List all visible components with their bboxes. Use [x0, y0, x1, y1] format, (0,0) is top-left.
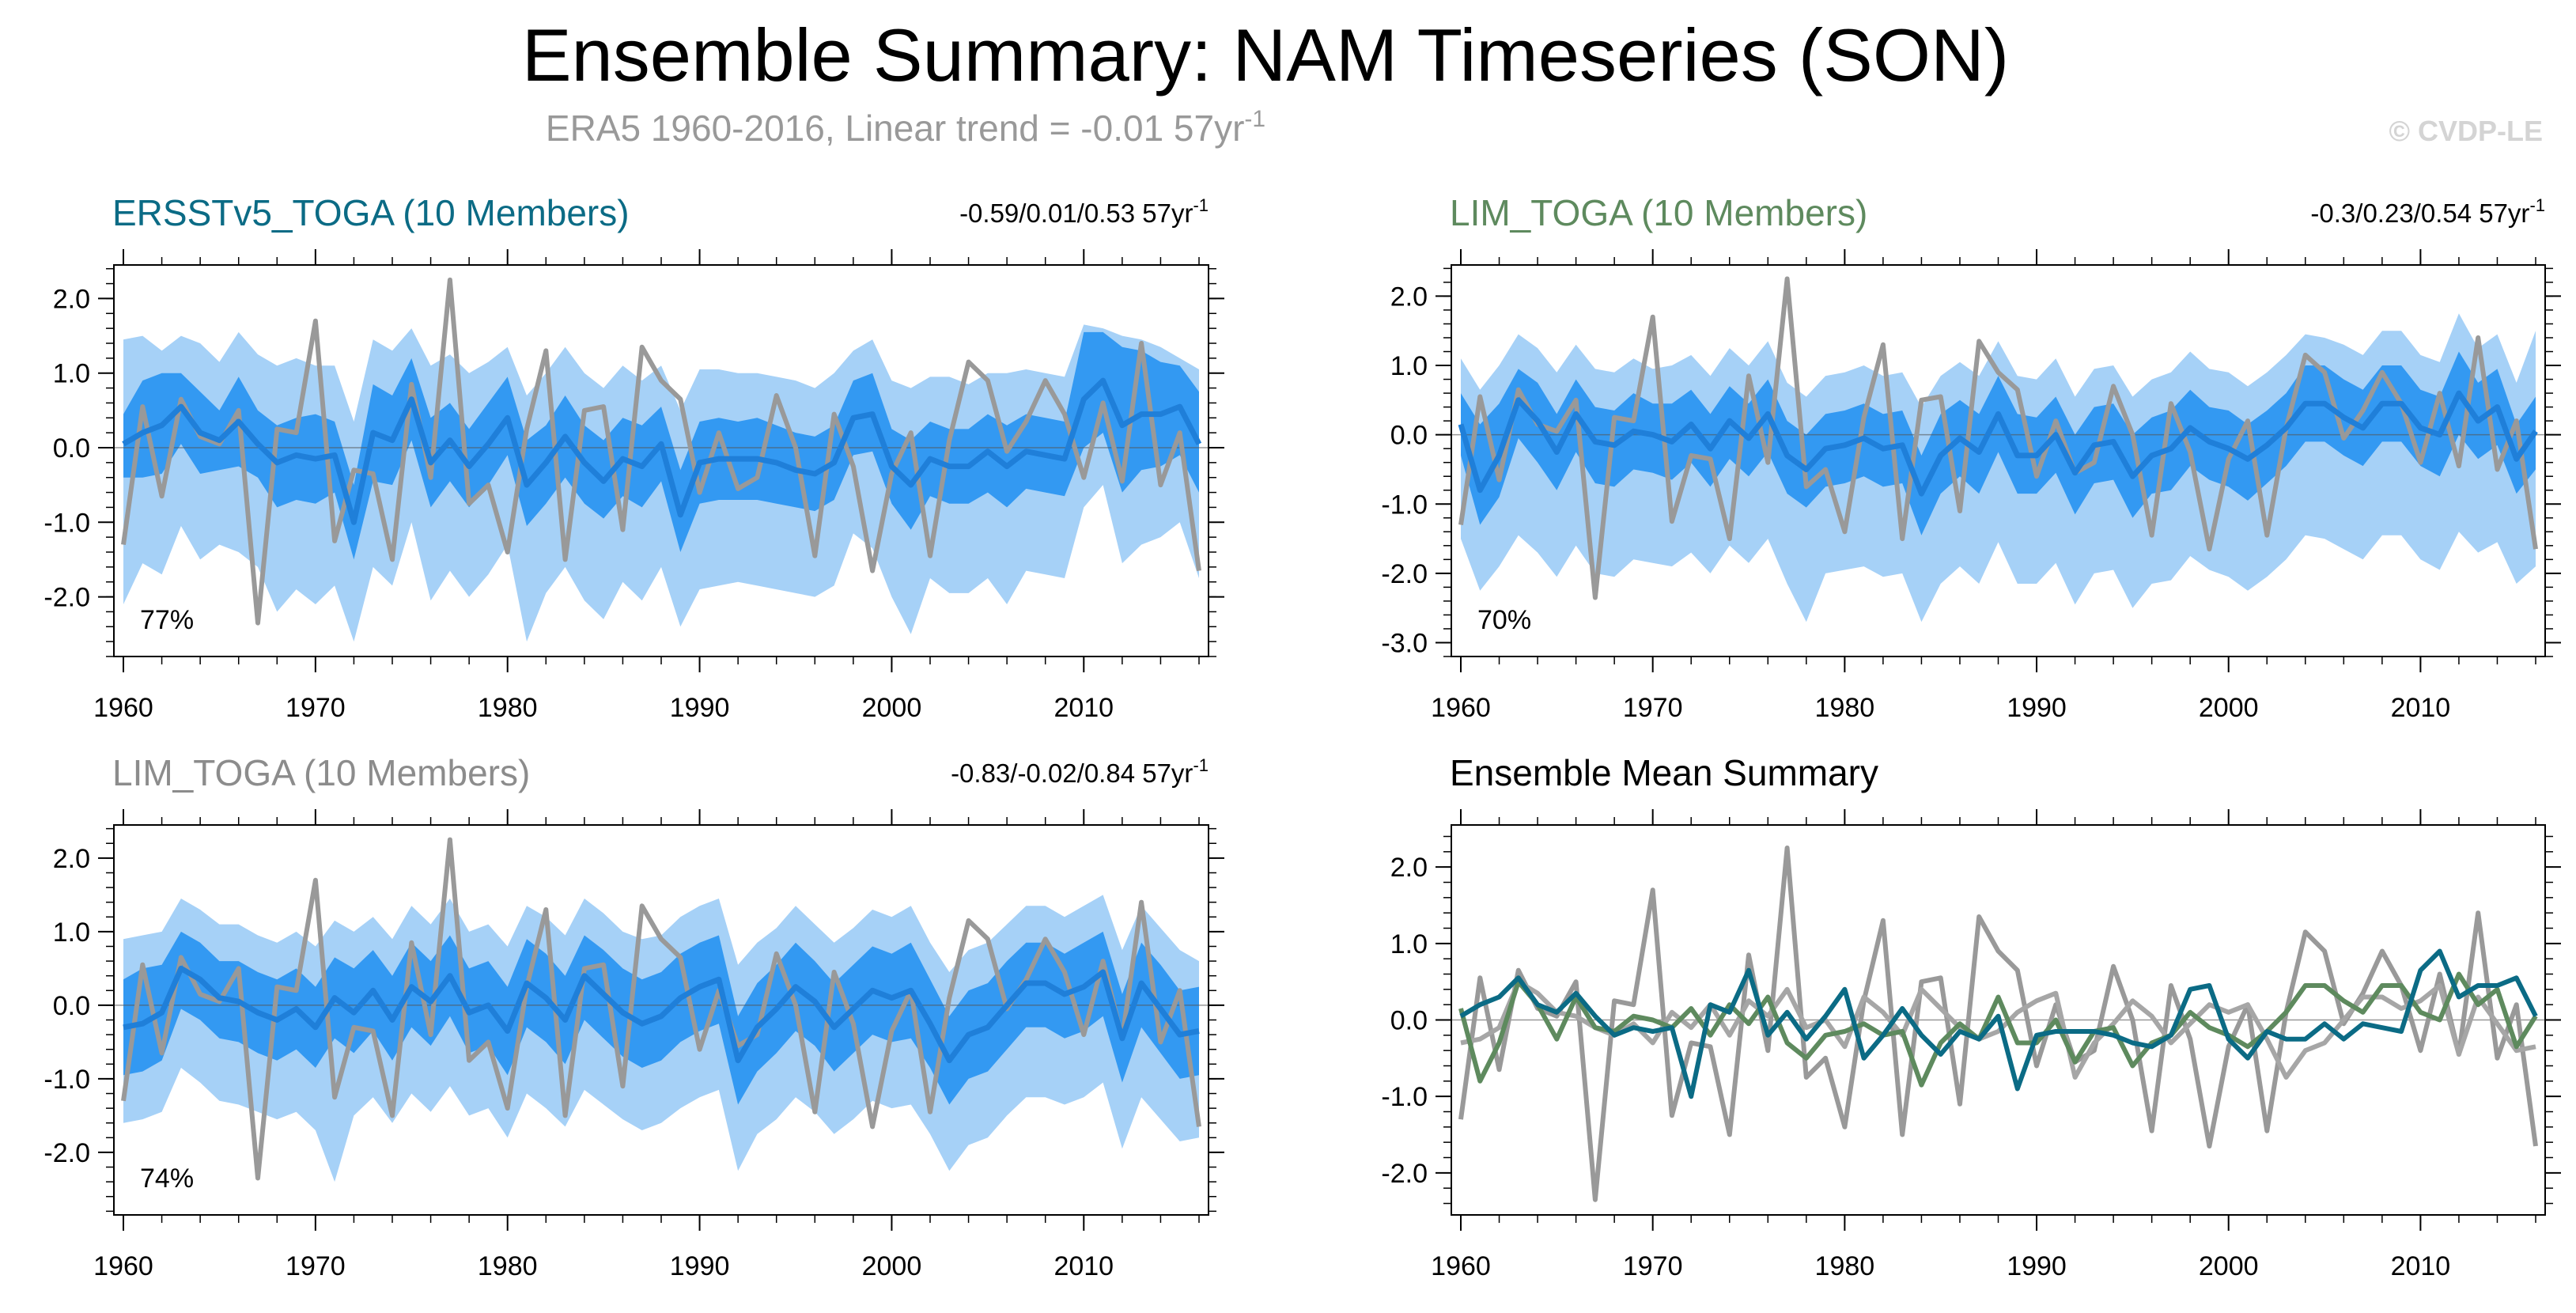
y-tick-label: 1.0 — [1390, 929, 1428, 959]
x-tick-label: 1990 — [2007, 1251, 2067, 1281]
spread-band-inner — [1461, 351, 2536, 535]
y-tick-label: -1.0 — [44, 1065, 90, 1095]
x-tick-label: 1960 — [93, 1251, 153, 1281]
x-tick-label: 2010 — [1053, 693, 1114, 723]
y-tick-label: 1.0 — [53, 359, 90, 389]
x-tick-label: 1980 — [478, 693, 538, 723]
y-tick-label: 0.0 — [53, 991, 90, 1021]
figure-subtitle-text: ERA5 1960-2016, Linear trend = -0.01 57y… — [546, 108, 1245, 149]
y-tick-label: -2.0 — [44, 1138, 90, 1168]
panel-ensemble-mean-summary: Ensemble Mean Summary 2.0 1.0 0.0 -1.0 -2.0 19… — [1381, 752, 2561, 1281]
x-tick-label: 1960 — [93, 693, 153, 723]
panel-title: Ensemble Mean Summary — [1450, 752, 1878, 793]
panel-title: LIM_TOGA (10 Members) — [112, 752, 530, 793]
y-tick-label: 2.0 — [1390, 853, 1428, 883]
x-tick-label: 2000 — [862, 693, 922, 723]
panel-lim-toga-gray: LIM_TOGA (10 Members) -0.83/-0.02/0.84 57… — [44, 752, 1224, 1281]
percent-label: 77% — [140, 605, 194, 635]
watermark: © CVDP-LE — [2389, 115, 2543, 147]
y-tick-label: 0.0 — [53, 433, 90, 464]
figure-title: Ensemble Summary: NAM Timeseries (SON) — [522, 13, 2009, 96]
y-tick-label: -2.0 — [1381, 559, 1428, 589]
trend-label: -0.59/0.01/0.53 57yr-1 — [959, 195, 1209, 228]
y-tick-label: -1.0 — [1381, 1082, 1428, 1112]
x-tick-label: 1970 — [1623, 693, 1683, 723]
trend-label-sup: -1 — [1193, 755, 1209, 775]
x-tick-label: 2000 — [2199, 693, 2259, 723]
x-tick-label: 1970 — [1623, 1251, 1683, 1281]
y-tick-label: 2.0 — [1390, 282, 1428, 312]
x-tick-label: 1970 — [286, 693, 346, 723]
x-tick-label: 2010 — [2391, 693, 2451, 723]
x-tick-label: 2010 — [2391, 1251, 2451, 1281]
x-tick-label: 1960 — [1431, 693, 1491, 723]
x-tick-label: 1980 — [1815, 1251, 1875, 1281]
y-tick-label: -3.0 — [1381, 628, 1428, 658]
y-tick-label: 0.0 — [1390, 1006, 1428, 1036]
x-tick-label: 1960 — [1431, 1251, 1491, 1281]
panel-lim-toga-green: LIM_TOGA (10 Members) -0.3/0.23/0.54 57yr… — [1381, 192, 2561, 723]
trend-label-text: -0.3/0.23/0.54 57yr — [2310, 199, 2529, 228]
y-tick-label: -2.0 — [44, 583, 90, 613]
y-tick-label: -1.0 — [44, 508, 90, 538]
percent-label: 74% — [140, 1164, 194, 1194]
trend-label: -0.83/-0.02/0.84 57yr-1 — [951, 755, 1209, 788]
x-tick-label: 1990 — [2007, 693, 2067, 723]
y-tick-label: 0.0 — [1390, 421, 1428, 451]
x-tick-label: 1990 — [670, 693, 730, 723]
x-tick-label: 1980 — [478, 1251, 538, 1281]
y-tick-label: -2.0 — [1381, 1159, 1428, 1189]
y-tick-label: 1.0 — [1390, 351, 1428, 381]
trend-label-text: -0.83/-0.02/0.84 57yr — [951, 759, 1193, 788]
y-tick-label: 1.0 — [53, 918, 90, 948]
trend-label-text: -0.59/0.01/0.53 57yr — [959, 199, 1193, 228]
trend-label: -0.3/0.23/0.54 57yr-1 — [2310, 195, 2545, 228]
percent-label: 70% — [1477, 605, 1531, 635]
x-tick-label: 2000 — [2199, 1251, 2259, 1281]
x-tick-label: 2000 — [862, 1251, 922, 1281]
figure-subtitle: ERA5 1960-2016, Linear trend = -0.01 57y… — [546, 106, 1265, 149]
panel-ersst-toga: ERSSTv5_TOGA (10 Members) -0.59/0.01/0.53… — [44, 192, 1224, 723]
x-tick-label: 1970 — [286, 1251, 346, 1281]
x-tick-label: 1980 — [1815, 693, 1875, 723]
panel-title: ERSSTv5_TOGA (10 Members) — [112, 192, 630, 233]
x-tick-label: 2010 — [1053, 1251, 1114, 1281]
trend-label-sup: -1 — [1193, 195, 1209, 215]
figure-subtitle-sup: -1 — [1244, 106, 1265, 132]
y-tick-label: -1.0 — [1381, 490, 1428, 520]
trend-label-sup: -1 — [2529, 195, 2545, 215]
y-tick-label: 2.0 — [53, 284, 90, 314]
panel-title: LIM_TOGA (10 Members) — [1450, 192, 1867, 233]
x-tick-label: 1990 — [670, 1251, 730, 1281]
y-tick-label: 2.0 — [53, 844, 90, 874]
